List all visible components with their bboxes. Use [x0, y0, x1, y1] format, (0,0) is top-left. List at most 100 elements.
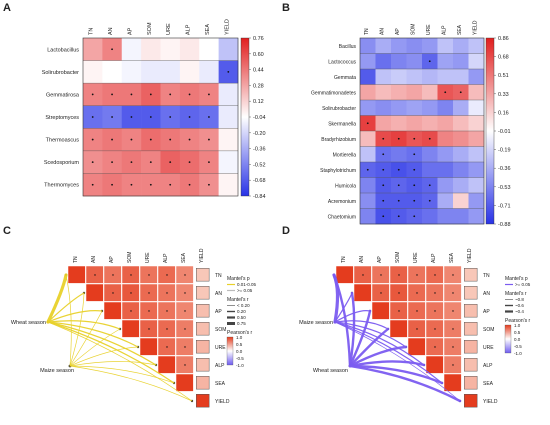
significance-mark — [397, 168, 400, 171]
heatmap-cell — [391, 84, 407, 101]
heatmap-cell — [422, 162, 438, 178]
significance-mark — [428, 184, 431, 187]
matrix-row-label: YIELD — [215, 399, 230, 405]
heatmap-cell — [83, 38, 103, 61]
matrix-cell — [407, 337, 426, 356]
matrix-cell — [196, 394, 210, 408]
legend-title-pearson: Pearson's r — [227, 330, 252, 336]
matrix-cell — [464, 304, 478, 318]
significance-mark — [382, 137, 385, 140]
heatmap-cell — [468, 146, 485, 163]
y-tick-label: Humicola — [335, 183, 356, 189]
mantel-link — [69, 365, 193, 402]
significance-mark — [149, 138, 152, 141]
significance-mark — [428, 199, 431, 202]
legend-title-pearson: Pearson's r — [505, 318, 530, 324]
y-tick-label: Gemmata — [334, 75, 356, 81]
significance-mark — [91, 116, 94, 118]
significance-mark — [166, 274, 168, 276]
heatmap-cell — [437, 162, 454, 178]
heatmap-cell — [360, 208, 376, 225]
colorbar-tick-label: 0.51 — [498, 73, 509, 79]
mantel-link — [47, 321, 139, 348]
heatmap-frame — [82, 37, 239, 197]
y-tick-label: Gemmatimonadetes — [311, 90, 357, 96]
y-tick-label: Skermanella — [328, 121, 356, 127]
significance-mark — [184, 346, 186, 348]
colorbar-tick-label: -0.52 — [253, 162, 266, 168]
heatmap-cell — [218, 128, 239, 152]
matrix-col-label: AN — [91, 256, 97, 263]
matrix-cell — [121, 319, 140, 338]
significance-mark — [188, 138, 191, 141]
colorbar — [240, 37, 250, 197]
significance-mark — [382, 153, 385, 156]
x-tick-label: ALP — [186, 24, 192, 35]
pearson-tick-label: 0.5 — [236, 342, 243, 347]
significance-mark — [208, 183, 210, 186]
x-tick-label: SOM — [147, 22, 153, 35]
x-tick-label: SOM — [410, 24, 416, 35]
heatmap-cell — [375, 69, 392, 85]
significance-mark — [91, 93, 94, 96]
heatmap-cell — [360, 53, 376, 70]
mantel-link — [69, 361, 157, 367]
colorbar-tick-label: 0.44 — [253, 68, 264, 74]
significance-mark — [416, 292, 418, 294]
legend-item-r: < 0.20 — [237, 303, 250, 308]
heatmap-cell — [437, 193, 454, 209]
significance-mark — [434, 346, 436, 348]
colorbar-tick-label: 0.86 — [498, 36, 509, 42]
legend-item-r: 0.75 — [237, 321, 246, 326]
significance-mark — [413, 153, 416, 156]
matrix-cell — [464, 286, 478, 300]
colorbar-tick-label: 0.33 — [498, 92, 509, 98]
significance-mark — [452, 328, 454, 330]
heatmap-cell — [437, 53, 454, 70]
significance-mark — [184, 364, 186, 366]
heatmap-a: TN AN AP SOM URE ALP SEA YIELD Lactobacillus Soli… — [42, 19, 266, 200]
pearson-tick-label: -1.0 — [514, 351, 522, 356]
heatmap-cell — [218, 150, 239, 174]
heatmap-cell — [218, 38, 239, 61]
heatmap-cell — [391, 69, 407, 85]
matrix-cell — [389, 319, 408, 338]
y-tick-label: Solirubrobacter — [322, 106, 356, 112]
colorbar-tick-label: 0.12 — [253, 99, 264, 105]
significance-mark — [166, 292, 168, 294]
significance-mark — [184, 292, 186, 294]
heatmap-cell — [391, 53, 407, 70]
panel-label-a: A — [3, 2, 11, 14]
heatmap-cell — [375, 53, 392, 70]
heatmap-cell — [422, 69, 438, 85]
pearson-tick-label: 1.0 — [514, 323, 521, 328]
colorbar-tick-label: -0.84 — [253, 194, 266, 200]
heatmap-cell — [453, 146, 469, 163]
group-label: Wheat season — [11, 320, 46, 326]
matrix-col-label: AN — [359, 256, 365, 263]
significance-mark — [148, 292, 150, 294]
significance-mark — [130, 93, 133, 96]
significance-mark — [416, 274, 418, 276]
mantel-link — [69, 346, 139, 367]
y-tick-label: Bradyrhizobium — [321, 137, 356, 143]
pearson-tick-label: -0.5 — [236, 356, 244, 361]
matrix-cell — [196, 376, 210, 390]
pearson-tick-label: 0.5 — [514, 330, 521, 335]
matrix-row-label: SOM — [483, 327, 494, 333]
matrix-row-label: SEA — [215, 381, 226, 387]
significance-mark — [452, 274, 454, 276]
significance-mark — [227, 70, 230, 73]
significance-mark — [398, 310, 400, 312]
colorbar-tick-label: 0.60 — [253, 52, 264, 58]
significance-mark — [416, 328, 418, 330]
significance-mark — [362, 274, 364, 276]
heatmap-cell — [453, 69, 469, 85]
heatmap-cell — [360, 193, 376, 209]
significance-mark — [452, 292, 454, 294]
colorbar-tick-label: -0.01 — [498, 129, 511, 135]
heatmap-cell — [360, 38, 376, 54]
heatmap-cell — [121, 60, 142, 84]
heatmap-cell — [360, 84, 376, 101]
